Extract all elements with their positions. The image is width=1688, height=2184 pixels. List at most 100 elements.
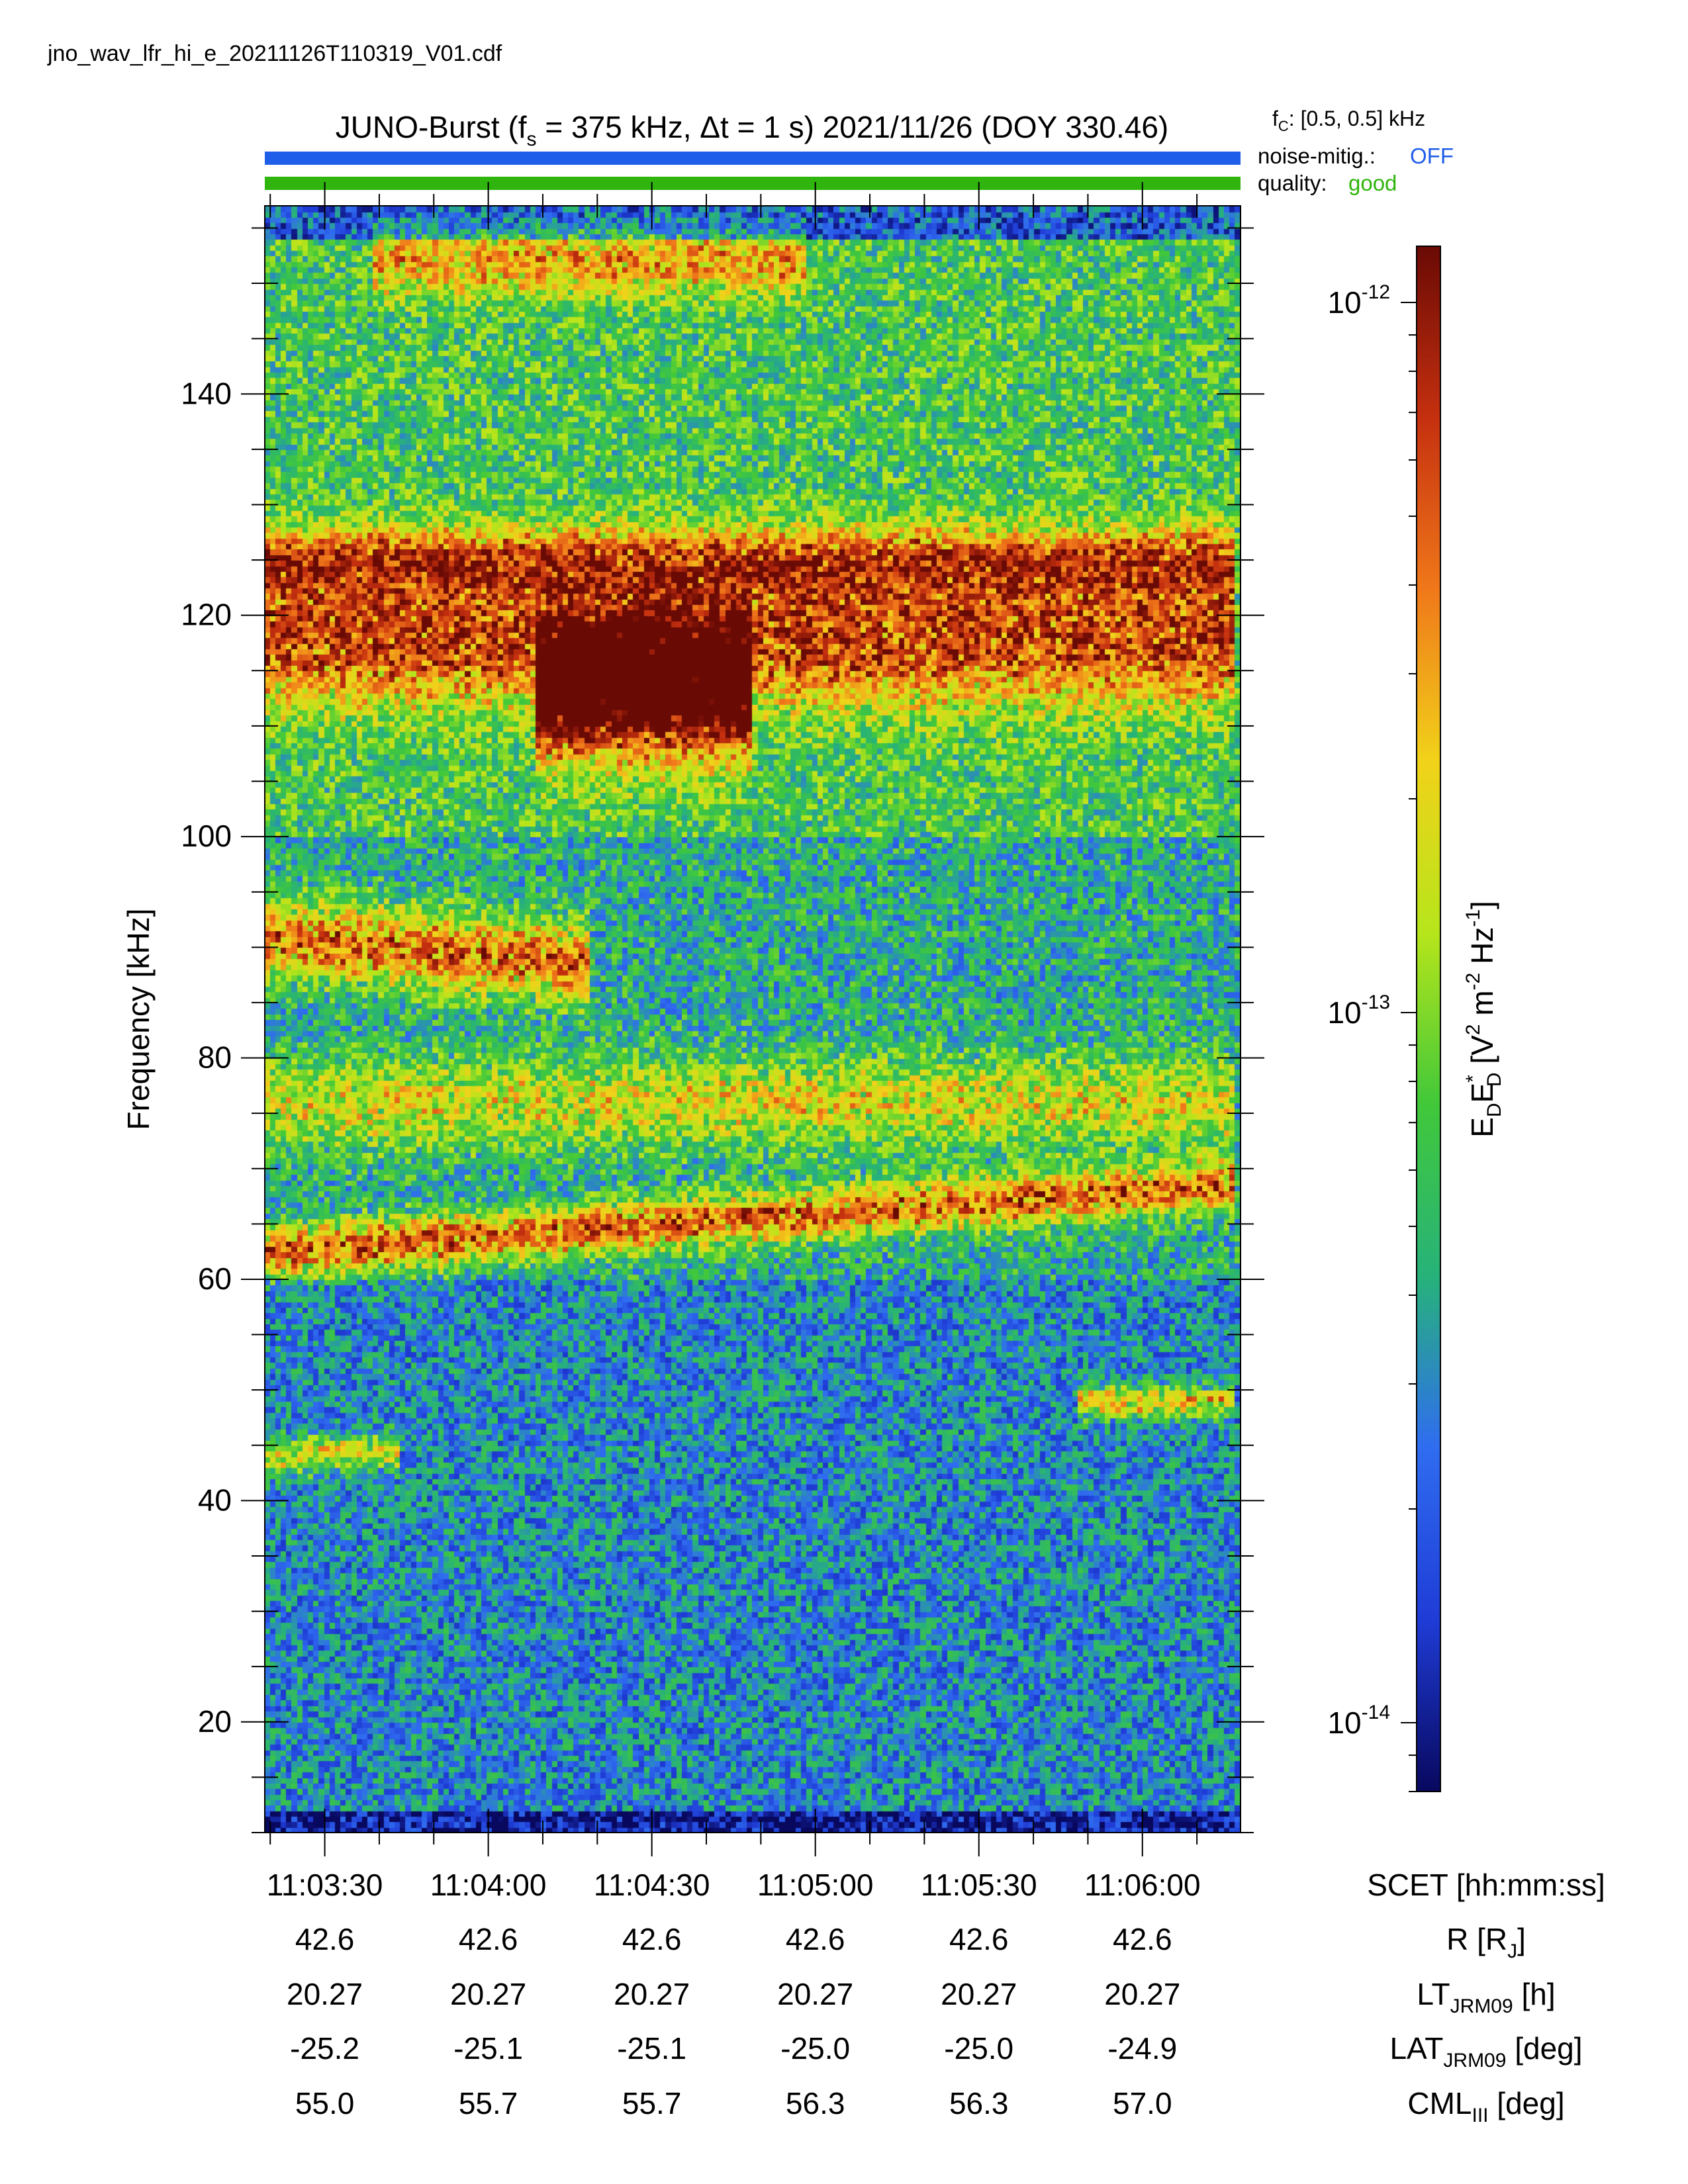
y-axis: 20 40 60 80 100 120 140: [181, 227, 1264, 1833]
fc-label: fC: [0.5, 0.5] kHz: [1272, 107, 1425, 134]
quality-label: quality:: [1258, 171, 1327, 195]
ephemeris-value: 55.7: [622, 2086, 682, 2120]
colorbar-label-part: E: [1465, 1083, 1499, 1103]
x-tick-label: 11:05:00: [757, 1868, 874, 1902]
colorbar-label-part: m: [1465, 990, 1499, 1024]
plot-frame: [264, 205, 1241, 1833]
colorbar-tick-exponent: -13: [1362, 991, 1390, 1013]
fc-value: : [0.5, 0.5] kHz: [1289, 107, 1425, 130]
x-tick-label: 11:03:30: [267, 1868, 383, 1902]
ephemeris-value: 56.3: [949, 2086, 1009, 2120]
y-tick-label: 80: [198, 1040, 232, 1075]
ephemeris-value: -25.0: [780, 2031, 850, 2066]
colorbar-label-part: [V: [1465, 1035, 1499, 1073]
ephemeris-value: 20.27: [450, 1977, 526, 2011]
y-tick-label: 40: [198, 1482, 232, 1517]
title-prefix: JUNO-Burst (f: [336, 110, 527, 144]
colorbar: [1416, 246, 1441, 1792]
colorbar-tick-mantissa: 10: [1327, 1706, 1361, 1740]
colorbar-tick-label: 10-14: [1327, 1702, 1390, 1740]
colorbar-label-part: -2: [1462, 973, 1484, 991]
ephemeris-label-tail: [h]: [1513, 1977, 1556, 2011]
ephemeris-value: 20.27: [614, 1977, 690, 2011]
ephemeris-value: 42.6: [295, 1922, 355, 1956]
ephemeris-label-sub: III: [1472, 2105, 1489, 2126]
ephemeris-label-sub: JRM09: [1443, 2050, 1506, 2071]
x-tick-label: 11:04:00: [430, 1868, 547, 1902]
ephemeris-label-sub: JRM09: [1450, 1995, 1513, 2017]
y-tick-label: 140: [181, 376, 232, 410]
ephemeris-label-tail: ]: [1517, 1922, 1526, 1956]
colorbar-label: EDE*D [V2 m-2 Hz-1]: [1462, 901, 1505, 1138]
y-tick-label: 60: [198, 1261, 232, 1296]
ephemeris-table: 11:03:30 11:04:00 11:04:30 11:05:00 11:05:30…: [267, 1868, 1605, 2126]
ephemeris-label-tail: [deg]: [1506, 2031, 1582, 2066]
ephemeris-value: 42.6: [459, 1922, 518, 1956]
ephemeris-value: 55.0: [295, 2086, 355, 2120]
ephemeris-value: 20.27: [1104, 1977, 1180, 2011]
quality-bar: [265, 177, 1241, 190]
colorbar-label-part: *: [1462, 1075, 1484, 1083]
y-tick-label: 20: [198, 1704, 232, 1739]
title-fs-sub: s: [527, 128, 537, 150]
ephemeris-value: 20.27: [941, 1977, 1017, 2011]
ephemeris-value: 42.6: [786, 1922, 845, 1956]
ephemeris-value: 56.3: [786, 2086, 845, 2120]
ephemeris-value: 20.27: [287, 1977, 363, 2011]
fc-label-main: f: [1272, 107, 1278, 130]
colorbar-label-part: E: [1465, 1117, 1499, 1138]
colorbar-tick-label: 10-13: [1327, 991, 1390, 1030]
ephemeris-value: -25.1: [453, 2031, 523, 2066]
x-axis: [269, 182, 1198, 1856]
ephemeris-value: 42.6: [1113, 1922, 1172, 1956]
ephemeris-value: 55.7: [459, 2086, 518, 2120]
ephemeris-row-label: SCET [hh:mm:ss]: [1367, 1868, 1605, 1902]
ephemeris-label-main: R [R: [1446, 1922, 1507, 1956]
ephemeris-label-main: SCET [hh:mm:ss]: [1367, 1868, 1605, 1902]
ephemeris-row-label: LATJRM09 [deg]: [1389, 2031, 1582, 2071]
file-name: jno_wav_lfr_hi_e_20211126T110319_V01.cdf: [47, 41, 502, 66]
ephemeris-label-main: LT: [1417, 1977, 1450, 2011]
title-middle: = 375 kHz, Δt = 1 s) 2021/11/26 (DOY 330…: [537, 110, 1169, 144]
colorbar-label-part: -1: [1462, 909, 1484, 927]
ephemeris-row-label: R [RJ]: [1446, 1922, 1526, 1962]
y-tick-label: 120: [181, 598, 232, 632]
noise-mitigation-label: noise-mitig.:: [1258, 144, 1376, 168]
colorbar-label-part: 2: [1462, 1024, 1484, 1035]
colorbar-tick-mantissa: 10: [1327, 995, 1361, 1030]
ephemeris-value: 20.27: [777, 1977, 853, 2011]
spectrogram-heatmap: [265, 206, 1241, 1833]
chart-title: JUNO-Burst (fs = 375 kHz, Δt = 1 s) 2021…: [336, 110, 1168, 150]
x-tick-label: 11:04:30: [594, 1868, 710, 1902]
ephemeris-value: -25.2: [290, 2031, 359, 2066]
colorbar-label-part: Hz: [1465, 927, 1499, 973]
y-tick-label: 100: [181, 819, 232, 853]
colorbar-tick-exponent: -12: [1362, 281, 1390, 303]
fc-label-sub: C: [1278, 118, 1289, 134]
y-axis-label: Frequency [kHz]: [121, 909, 156, 1130]
colorbar-tick-mantissa: 10: [1327, 285, 1361, 320]
x-tick-label: 11:06:00: [1084, 1868, 1201, 1902]
colorbar-label-part: D: [1483, 1103, 1505, 1117]
colorbar-label-part: ]: [1465, 901, 1499, 909]
ephemeris-value: 42.6: [622, 1922, 682, 1956]
noise-mitigation-value: OFF: [1410, 144, 1454, 168]
ephemeris-label-tail: [deg]: [1489, 2086, 1565, 2120]
noise-mitigation-bar: [265, 152, 1241, 165]
quality-value: good: [1348, 171, 1397, 195]
ephemeris-row-label: CMLIII [deg]: [1407, 2086, 1564, 2126]
ephemeris-label-main: LAT: [1389, 2031, 1443, 2066]
ephemeris-label-main: CML: [1407, 2086, 1472, 2120]
colorbar-label-part: D: [1483, 1072, 1505, 1087]
ephemeris-value: 57.0: [1113, 2086, 1172, 2120]
ephemeris-value: 42.6: [949, 1922, 1009, 1956]
colorbar-tick-exponent: -14: [1362, 1702, 1390, 1723]
colorbar-tick-label: 10-12: [1327, 281, 1390, 320]
ephemeris-row-label: LTJRM09 [h]: [1417, 1977, 1555, 2017]
ephemeris-label-sub: J: [1507, 1940, 1517, 1962]
ephemeris-value: -25.0: [944, 2031, 1013, 2066]
ephemeris-value: -24.9: [1107, 2031, 1177, 2066]
x-tick-label: 11:05:30: [921, 1868, 1037, 1902]
